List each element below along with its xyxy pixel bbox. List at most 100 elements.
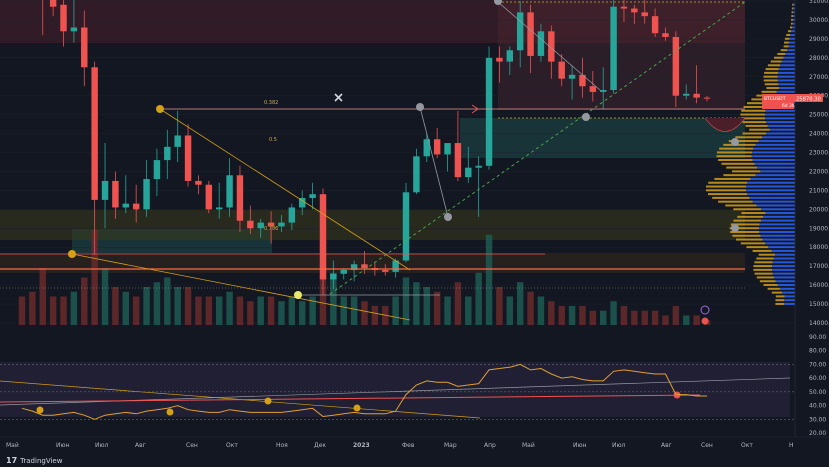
volume-profile-bar xyxy=(746,246,769,249)
candle-body xyxy=(174,135,181,147)
candle-body xyxy=(475,165,482,168)
volume-bar xyxy=(132,296,140,325)
anchor-point[interactable] xyxy=(444,213,452,221)
volume-bar xyxy=(195,296,202,325)
price-tick-label: 28000.00 xyxy=(809,55,829,62)
volume-profile-bar xyxy=(758,253,776,256)
volume-profile-bar xyxy=(792,18,795,21)
volume-profile-bar xyxy=(752,151,795,154)
anchor-point[interactable] xyxy=(731,224,739,232)
candle-body xyxy=(195,180,202,185)
anchor-point[interactable] xyxy=(582,113,590,121)
volume-profile-bar xyxy=(728,140,759,143)
volume-profile-bar xyxy=(759,227,795,230)
time-axis[interactable]: Май Июн Июл Авг Сен Окт Ноя Дек 2023 Фев Мар Апр Май… xyxy=(0,0,829,449)
volume-profile-bar xyxy=(735,136,763,139)
volume-profile-bar xyxy=(712,196,750,199)
volume-bar xyxy=(465,296,472,325)
volume-profile-bar xyxy=(732,234,761,237)
anchor-point[interactable] xyxy=(494,0,502,5)
close-cross-icon[interactable] xyxy=(334,93,343,102)
volume-profile-bar xyxy=(741,109,766,112)
volume-profile-bar xyxy=(771,249,795,252)
volume-profile-bar xyxy=(732,170,761,173)
rsi-point[interactable] xyxy=(36,406,44,414)
price-tick-label: 19000.00 xyxy=(809,225,829,232)
tradingview-logo[interactable]: 17 TradingView xyxy=(6,456,62,465)
flag-icon[interactable] xyxy=(701,317,709,325)
volume-bar xyxy=(18,296,26,325)
volume-bar xyxy=(226,291,233,325)
fib-labels: 0.382 0.5 0.786 xyxy=(264,100,278,232)
volume-profile-bar xyxy=(767,124,795,127)
volume-bar xyxy=(288,296,296,325)
time-tick-label: Сен xyxy=(186,442,198,449)
time-tick-label: Фев xyxy=(402,442,415,449)
volume-profile-bar xyxy=(752,159,795,162)
volume-profile-bar xyxy=(784,295,795,298)
alert-icon[interactable] xyxy=(700,305,710,315)
volume-profile-bar xyxy=(718,159,753,162)
anchor-point[interactable] xyxy=(294,291,302,299)
price-tick-label: 17000.00 xyxy=(809,263,829,270)
volume-profile-bar xyxy=(765,117,795,120)
volume-profile-bar xyxy=(779,287,795,290)
volume-bar xyxy=(236,296,244,325)
volume-profile-bar xyxy=(718,200,753,203)
anchor-point[interactable] xyxy=(156,105,164,113)
candle-body xyxy=(631,8,638,13)
rsi-line xyxy=(21,363,707,420)
volume-profile-bar xyxy=(752,249,772,252)
price-tick-label: 24000.00 xyxy=(809,131,829,138)
price-tick-label: 31000.00 xyxy=(809,0,829,5)
candle-body xyxy=(91,67,98,200)
volume-profile-bar xyxy=(771,291,783,294)
rsi-axis[interactable]: 90.00 80.00 70.00 60.00 50.00 40.00 30.00 20.00 xyxy=(809,334,826,437)
volume-profile-bar xyxy=(775,280,795,283)
volume-profile-bar xyxy=(777,79,795,82)
candle-body xyxy=(112,180,119,208)
volume-bar xyxy=(548,301,555,325)
anchor-point[interactable] xyxy=(731,138,739,146)
volume-profile-bar xyxy=(736,238,763,241)
volume-bar xyxy=(174,287,181,325)
volume-profile-bar xyxy=(792,3,794,6)
volume-profile-bar xyxy=(770,60,782,63)
volume-profile-bar xyxy=(763,79,778,82)
volume-profile-bar xyxy=(742,121,767,124)
volume-profile-bar xyxy=(777,52,786,55)
candle-body xyxy=(164,146,171,161)
volume-profile-bar xyxy=(761,90,777,93)
volume-profile-bar xyxy=(721,162,755,165)
volume-profile-bar xyxy=(790,26,793,29)
volume-bar xyxy=(164,277,171,325)
anchor-point[interactable] xyxy=(416,103,424,111)
volume-profile-bar xyxy=(749,196,795,199)
rsi-tick-label: 70.00 xyxy=(809,361,826,368)
volume-bar xyxy=(215,296,223,325)
candle-body xyxy=(340,269,347,274)
rsi-point[interactable] xyxy=(264,397,272,405)
candle-body xyxy=(350,264,358,270)
volume-bar xyxy=(101,268,109,325)
volume-profile-bar xyxy=(754,261,773,264)
candle-body xyxy=(693,93,700,98)
time-tick-label: Окт xyxy=(741,442,753,449)
candle-body xyxy=(413,156,420,193)
volume-profile-bar xyxy=(775,295,785,298)
rsi-point[interactable] xyxy=(353,404,361,412)
price-label-value: 25870.30 xyxy=(796,97,821,103)
trendline-grey xyxy=(497,1,601,91)
price-tick-label: 21000.00 xyxy=(809,187,829,194)
volume-profile-bar xyxy=(766,121,795,124)
time-tick-label: Сен xyxy=(701,442,713,449)
anchor-point[interactable] xyxy=(68,250,76,258)
candle-body xyxy=(548,31,555,62)
volume-bar xyxy=(516,282,524,325)
rsi-point[interactable] xyxy=(166,408,174,416)
candle-body xyxy=(589,86,597,92)
volume-bar xyxy=(672,306,680,325)
volume-profile-bar xyxy=(784,299,795,302)
candle-body xyxy=(537,31,545,56)
